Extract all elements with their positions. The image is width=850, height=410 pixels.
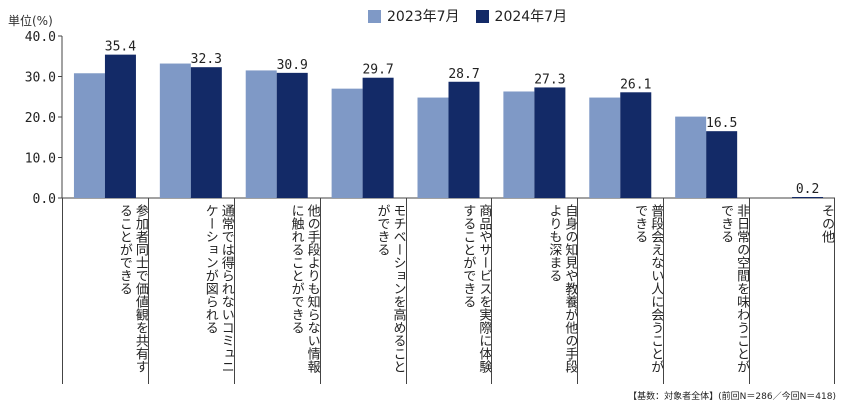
x-tick-label: 参加者同士で価値観を共有することができる: [116, 204, 148, 373]
x-tick-label: 通常では得られないコミュニケーションが図られる: [202, 204, 234, 373]
unit-label: 単位(%): [8, 14, 53, 28]
bar-2023: [589, 97, 621, 198]
category-box: 参加者同士で価値観を共有することができる: [62, 198, 148, 384]
category-box: モチベーションを高めることができる: [319, 198, 406, 384]
y-tick-label: 10.0: [25, 152, 56, 167]
data-label: 26.1: [620, 77, 651, 92]
legend-item-2023: 2023年7月: [368, 6, 460, 26]
data-label: 16.5: [706, 116, 737, 131]
bar-2023: [503, 91, 535, 198]
category-box: 商品やサービスを実際に体験することができる: [405, 198, 492, 384]
y-tick-label: 40.0: [25, 30, 56, 45]
category-box: 他の手段よりも知らない情報に触れることができる: [233, 198, 320, 384]
category-box: 普段会えない人に会うことができる: [577, 198, 663, 384]
y-tick-label: 20.0: [25, 111, 56, 126]
category-box: 自身の知見や教養が他の手段よりも深まる: [491, 198, 577, 384]
legend: 2023年7月 2024年7月: [368, 6, 567, 26]
y-tick-label: 30.0: [25, 71, 56, 86]
x-tick-label: 商品やサービスを実際に体験することができる: [460, 204, 492, 373]
bar-2023: [675, 116, 707, 198]
category-box: その他: [749, 198, 835, 384]
legend-label-2023: 2023年7月: [387, 9, 460, 25]
x-tick-label: 他の手段よりも知らない情報に触れることができる: [288, 204, 320, 373]
data-label: 0.2: [796, 182, 819, 197]
data-label: 35.4: [105, 40, 136, 55]
y-tick-label: 0.0: [33, 192, 56, 207]
bar-2024: [792, 197, 824, 198]
category-box: 非日常の空間を味わうことができる: [663, 198, 749, 384]
bar-2024: [104, 54, 136, 198]
data-label: 30.9: [277, 58, 308, 73]
legend-swatch-2024: [475, 9, 489, 23]
legend-swatch-2023: [368, 9, 381, 23]
bar-2023: [245, 70, 277, 198]
bar-2024: [620, 92, 652, 198]
x-tick-label: その他: [818, 204, 834, 243]
bar-2024: [362, 77, 394, 198]
bar-2023: [159, 63, 191, 198]
x-tick-label: 自身の知見や教養が他の手段よりも深まる: [546, 204, 578, 373]
data-label: 27.3: [534, 72, 565, 87]
base-note: 【基数：対象者全体】(前回N＝286／今回N＝418): [628, 392, 836, 402]
bar-2023: [417, 97, 449, 198]
data-label: 28.7: [448, 67, 479, 82]
bar-2024: [534, 87, 566, 198]
bar-2023: [73, 73, 105, 198]
data-label: 32.3: [191, 52, 222, 67]
bar-2024: [276, 72, 308, 198]
bar-2024: [448, 81, 480, 198]
x-tick-label: 普段会えない人に会うことができる: [632, 204, 664, 373]
legend-label-2024: 2024年7月: [494, 9, 568, 25]
bar-2023: [331, 88, 363, 198]
data-label: 29.7: [362, 63, 393, 78]
bar-2024: [706, 131, 738, 198]
x-tick-label: 非日常の空間を味わうことができる: [718, 204, 750, 373]
bar-2024: [190, 67, 222, 198]
category-box: 通常では得られないコミュニケーションが図られる: [147, 198, 234, 384]
legend-item-2024: 2024年7月: [475, 6, 568, 26]
x-tick-label: モチベーションを高めることができる: [374, 204, 406, 373]
